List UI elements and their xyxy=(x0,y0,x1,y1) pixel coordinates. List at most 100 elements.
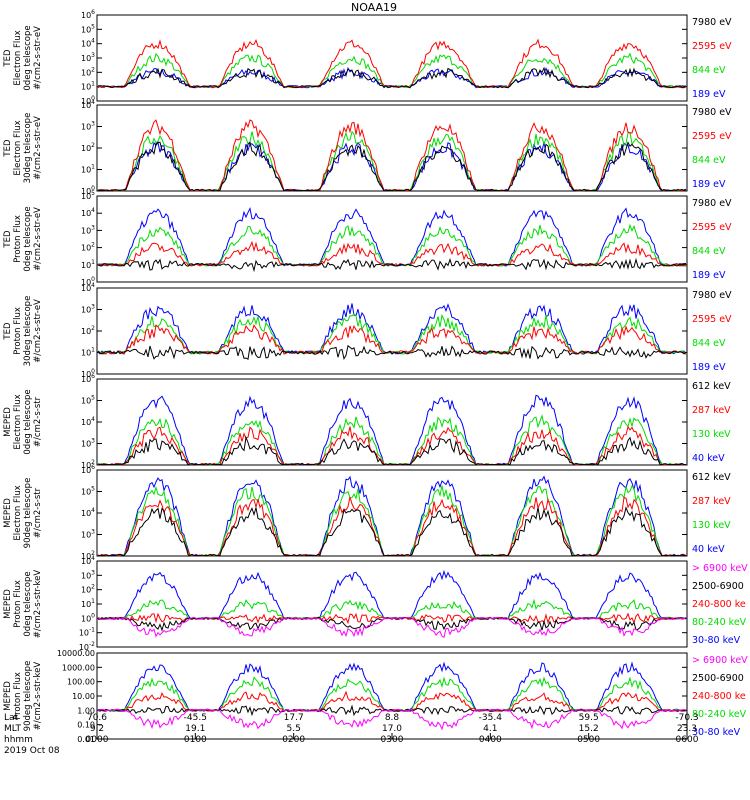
series-line xyxy=(97,119,687,192)
series-line xyxy=(97,414,686,466)
x-axis-row-label: 2019 Oct 08 xyxy=(4,746,60,756)
y-tick-label: 104 xyxy=(81,282,95,293)
x-axis-row-label: MLT xyxy=(4,724,22,734)
channel-legend-label: 287 keV xyxy=(692,496,731,507)
y-tick-label: 105 xyxy=(81,23,95,34)
y-tick-label: 100 xyxy=(81,276,95,287)
channel-legend-label: 240-800 ke xyxy=(692,691,746,702)
series-line xyxy=(97,708,687,731)
y-tick-label: 106 xyxy=(81,373,95,384)
x-axis-row-label: Lat xyxy=(4,713,19,723)
y-axis-label: MEPED xyxy=(3,498,13,528)
panel-6: 102 103 104 105 106 MEPED Electron Flux 90deg t… xyxy=(3,464,731,561)
plot-frame xyxy=(96,14,688,102)
channel-legend-label: 7980 eV xyxy=(692,107,732,118)
x-tick-label: -35.4 xyxy=(479,713,503,723)
y-axis-label: #/cm2-s-str-eV xyxy=(33,299,43,363)
channel-legend-label: 844 eV xyxy=(692,246,726,257)
series-line xyxy=(98,485,687,557)
channel-legend-label: 2595 eV xyxy=(692,41,732,52)
series-line xyxy=(97,616,687,639)
y-axis-label: #/cm2-s-str-eV xyxy=(33,116,43,180)
y-tick-label: 0.01 xyxy=(77,735,95,744)
channel-legend-label: 7980 eV xyxy=(692,290,732,301)
y-tick-label: 103 xyxy=(81,304,95,315)
channel-legend-label: 80-240 keV xyxy=(692,709,747,720)
y-axis-label: Proton Flux xyxy=(13,672,23,720)
y-axis-label: TED xyxy=(3,322,13,341)
y-axis-label: 30deg telescope xyxy=(23,296,33,367)
y-tick-label: 101 xyxy=(81,598,95,609)
channel-legend-label: 2595 eV xyxy=(692,314,732,325)
y-tick-label: 105 xyxy=(81,395,95,406)
y-tick-label: 100.00 xyxy=(67,678,95,687)
y-tick-label: 10000.00 xyxy=(57,649,95,658)
panel-3: 100 101 102 103 104 105 TED Proton Flux 0deg tel… xyxy=(3,190,732,287)
series-line xyxy=(97,435,686,466)
y-tick-label: 103 xyxy=(81,121,95,132)
y-tick-label: 103 xyxy=(81,438,95,449)
y-tick-label: 104 xyxy=(81,507,95,518)
x-tick-label: 23.3 xyxy=(677,724,697,734)
series-line xyxy=(97,141,687,192)
channel-legend-label: 844 eV xyxy=(692,65,726,76)
y-tick-label: 102 xyxy=(81,584,95,595)
y-tick-label: 101 xyxy=(81,164,95,175)
y-tick-label: 10.00 xyxy=(72,692,95,701)
channel-legend-label: 40 keV xyxy=(692,453,725,464)
y-tick-label: 101 xyxy=(81,259,95,270)
x-tick-label: 0300 xyxy=(381,735,404,745)
y-axis-label: MEPED xyxy=(3,407,13,437)
series-line xyxy=(97,141,687,192)
y-axis-label: 0deg telescope xyxy=(23,206,33,271)
y-axis-label: 0deg telescope xyxy=(23,25,33,90)
y-axis-label: TED xyxy=(3,230,13,249)
y-tick-label: 102 xyxy=(81,550,95,561)
y-axis-label: MEPED xyxy=(3,589,13,619)
series-line xyxy=(97,66,687,89)
y-tick-label: 103 xyxy=(81,529,95,540)
y-tick-label: 100 xyxy=(81,368,95,379)
y-axis-label: #/cm2-s-str-eV xyxy=(33,207,43,271)
y-axis-label: 0deg telescope xyxy=(23,571,33,636)
y-axis-label: MEPED xyxy=(3,681,13,711)
y-tick-label: 103 xyxy=(81,569,95,580)
series-line xyxy=(97,598,687,621)
y-tick-label: 101 xyxy=(81,347,95,358)
panel-7: 10-2 10-1 100 101 102 103 104 MEPED Proton Flux 0… xyxy=(3,555,748,652)
channel-legend-label: 189 eV xyxy=(692,362,726,373)
x-tick-label: -70.3 xyxy=(675,713,698,723)
panels-group: 100 101 102 103 104 105 106 TED Electron Flux 0de… xyxy=(3,9,748,744)
panel-4: 100 101 102 103 104 TED Proton Flux 30deg teles… xyxy=(3,282,732,379)
channel-legend-label: 30-80 keV xyxy=(692,635,741,646)
series-line xyxy=(97,661,687,713)
channel-legend-label: 189 eV xyxy=(692,89,726,100)
y-axis-label: #/cm2-s-str-eV xyxy=(33,26,43,90)
channel-legend-label: 130 keV xyxy=(692,520,731,531)
y-tick-label: 104 xyxy=(81,99,95,110)
panel-5: 102 103 104 105 106 MEPED Electron Flux 0deg te… xyxy=(3,373,731,470)
y-tick-label: 104 xyxy=(81,207,95,218)
x-tick-label: 8.8 xyxy=(385,713,400,723)
channel-legend-label: 612 keV xyxy=(692,472,731,483)
plot-frame xyxy=(96,560,688,648)
y-tick-label: 100 xyxy=(81,612,95,623)
y-tick-label: 102 xyxy=(81,242,95,253)
channel-legend-label: 40 keV xyxy=(692,544,725,555)
series-line xyxy=(97,206,686,267)
x-tick-label: 4.1 xyxy=(483,724,497,734)
channel-legend-label: 189 eV xyxy=(692,270,726,281)
channel-legend-label: 7980 eV xyxy=(692,198,732,209)
series-line xyxy=(98,506,686,557)
channel-legend-label: 80-240 keV xyxy=(692,617,747,628)
channel-legend-label: 30-80 keV xyxy=(692,727,741,738)
y-tick-label: 1.00 xyxy=(77,706,95,715)
y-tick-label: 106 xyxy=(81,9,95,20)
channel-legend-label: 612 keV xyxy=(692,381,731,392)
y-axis-label: TED xyxy=(3,49,13,68)
y-axis-label: #/cm2-s-str-keV xyxy=(33,662,43,731)
y-axis-label: Electron Flux xyxy=(13,394,23,449)
channel-legend-label: > 6900 keV xyxy=(692,655,748,666)
y-tick-label: 102 xyxy=(81,459,95,470)
